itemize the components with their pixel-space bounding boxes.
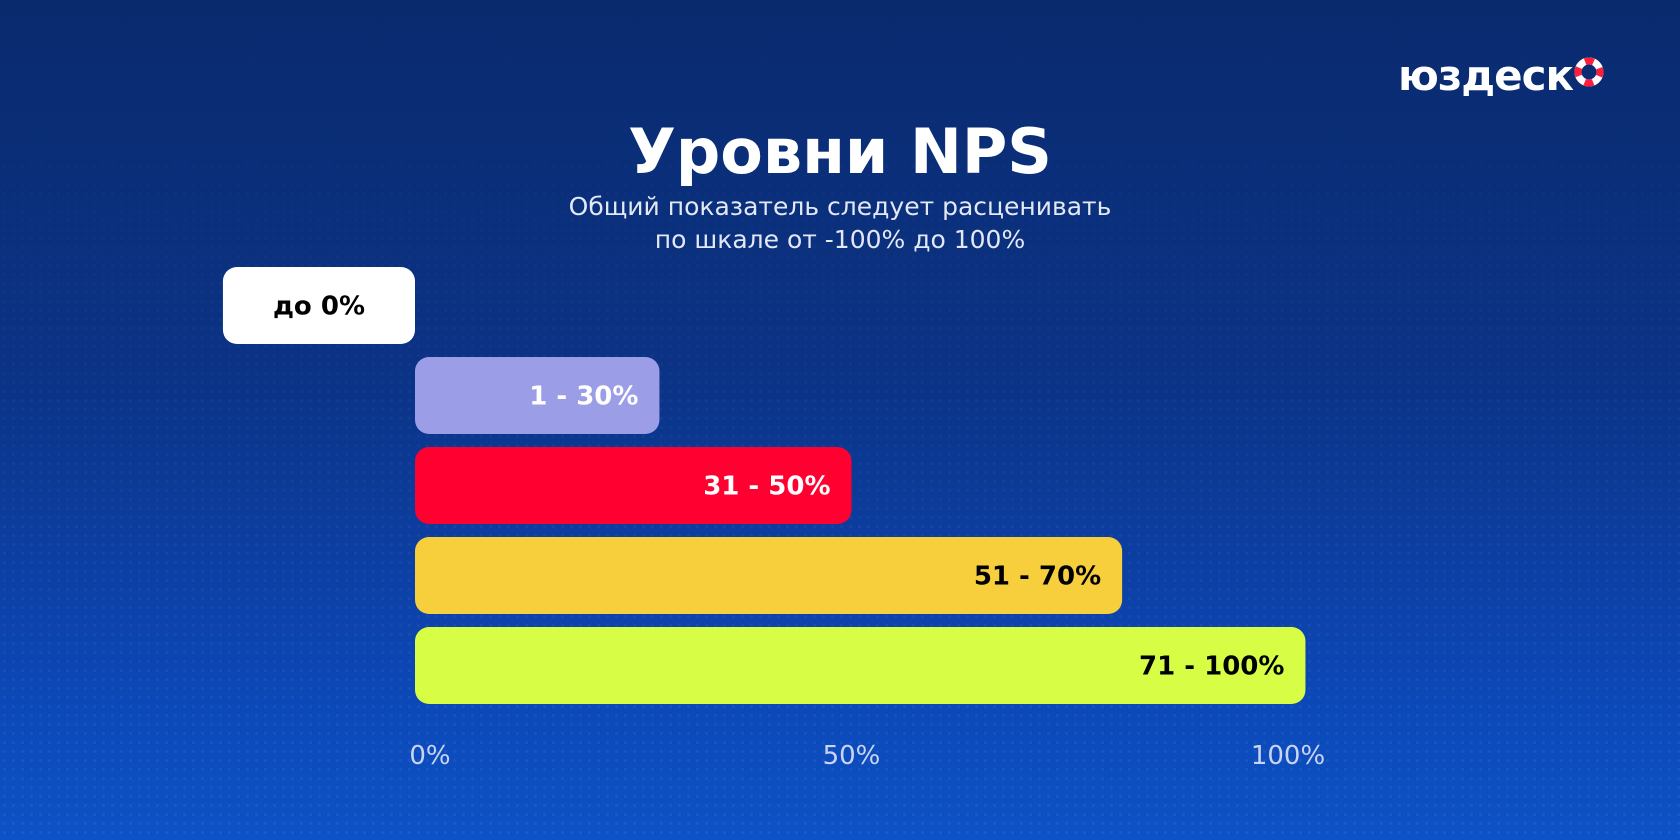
subtitle-line-1: Общий показатель следует расценивать bbox=[568, 192, 1112, 221]
x-tick-label: 100% bbox=[1251, 741, 1325, 771]
brand-logo: юздеск bbox=[1398, 50, 1604, 102]
subtitle-line-2: по шкале от -100% до 100% bbox=[654, 225, 1026, 254]
bar bbox=[415, 357, 660, 434]
page-title: Уровни NPS bbox=[628, 115, 1052, 188]
bar-label: 31 - 50% bbox=[703, 472, 830, 502]
bar-label: 51 - 70% bbox=[974, 562, 1101, 592]
bar bbox=[415, 537, 1123, 614]
bar bbox=[415, 447, 852, 524]
bar-group: 71 - 100% bbox=[415, 627, 1306, 704]
bar-group: до 0% bbox=[222, 267, 415, 344]
bar bbox=[415, 627, 1306, 704]
lifebuoy-icon bbox=[1574, 57, 1604, 87]
bar-group: 51 - 70% bbox=[415, 537, 1123, 614]
page-subtitle: Общий показатель следует расценивать по … bbox=[0, 190, 1680, 256]
x-tick-label: 0% bbox=[409, 741, 450, 771]
bar-group: 1 - 30% bbox=[415, 357, 660, 434]
x-tick-label: 50% bbox=[823, 741, 881, 771]
bar-group: 31 - 50% bbox=[415, 447, 852, 524]
bar-label: 71 - 100% bbox=[1139, 652, 1284, 682]
bar-label: до 0% bbox=[273, 292, 365, 322]
bar-label: 1 - 30% bbox=[529, 382, 638, 412]
lifebuoy-stripes bbox=[1574, 57, 1604, 87]
brand-name: юздеск bbox=[1398, 51, 1574, 100]
bar bbox=[222, 267, 415, 344]
